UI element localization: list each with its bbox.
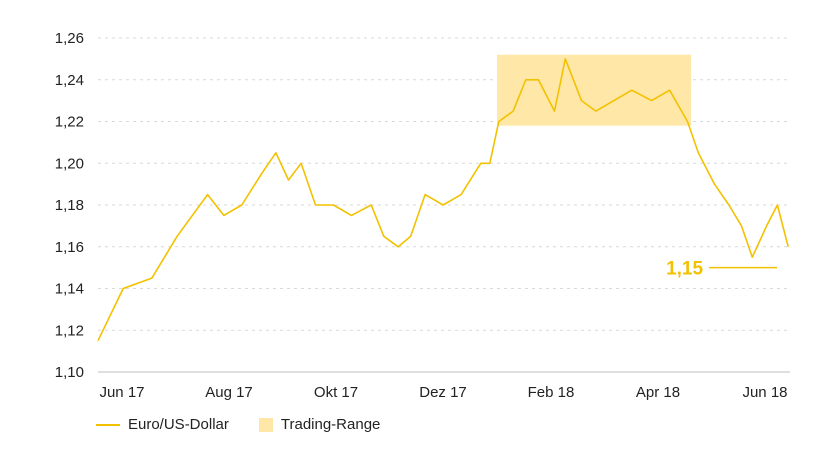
x-tick-label: Jun 17	[99, 384, 144, 401]
y-tick-label: 1,20	[55, 155, 84, 172]
y-axis-ticks: 1,10 1,12 1,14 1,16 1,18 1,20 1,22 1,24 1,26	[55, 30, 84, 381]
y-tick-label: 1,24	[55, 72, 84, 89]
legend-box-swatch	[258, 417, 273, 432]
annotation-layer: 1,15	[666, 259, 778, 280]
y-tick-label: 1,16	[55, 239, 84, 256]
chart: 1,10 1,12 1,14 1,16 1,18 1,20 1,22 1,24 1,26 Jun…	[55, 30, 790, 401]
x-tick-label: Aug 17	[205, 384, 253, 401]
legend-item-trading-range: Trading-Range	[258, 416, 381, 433]
trading-range-layer	[497, 54, 692, 126]
y-tick-label: 1,14	[55, 281, 84, 298]
y-tick-label: 1,22	[55, 114, 84, 131]
x-tick-label: Dez 17	[419, 384, 467, 401]
x-tick-label: Apr 18	[636, 384, 680, 401]
euro-usd-line	[97, 58, 789, 342]
x-tick-label: Okt 17	[314, 384, 358, 401]
x-tick-label: Jun 18	[742, 384, 787, 401]
x-axis-ticks: Jun 17 Aug 17 Okt 17 Dez 17 Feb 18 Apr 18 Jun …	[99, 384, 787, 401]
annotation-label: 1,15	[666, 259, 703, 280]
legend-item-euro-usd: Euro/US-Dollar	[96, 416, 229, 433]
series-layer	[97, 58, 789, 342]
legend: Euro/US-Dollar Trading-Range	[96, 416, 410, 433]
trading-range-box	[497, 54, 692, 126]
legend-label-euro-usd: Euro/US-Dollar	[128, 416, 229, 433]
y-tick-label: 1,26	[55, 30, 84, 47]
y-tick-label: 1,10	[55, 364, 84, 381]
legend-line-swatch	[96, 423, 120, 426]
y-tick-label: 1,12	[55, 322, 84, 339]
x-tick-label: Feb 18	[528, 384, 575, 401]
legend-label-trading-range: Trading-Range	[280, 416, 381, 433]
y-tick-label: 1,18	[55, 197, 84, 214]
